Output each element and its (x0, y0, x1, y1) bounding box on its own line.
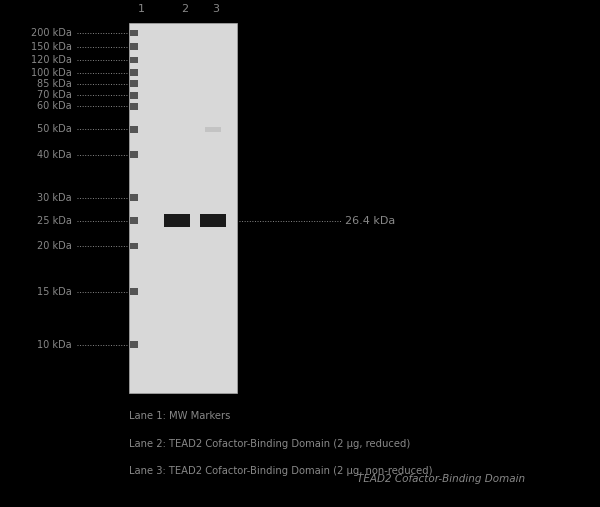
Text: 50 kDa: 50 kDa (37, 124, 72, 134)
Text: 1: 1 (137, 4, 145, 14)
Text: 20 kDa: 20 kDa (37, 241, 72, 251)
Text: 120 kDa: 120 kDa (31, 55, 72, 65)
Text: TEAD2 Cofactor-Binding Domain: TEAD2 Cofactor-Binding Domain (357, 474, 525, 484)
Text: 2: 2 (181, 4, 188, 14)
Bar (130, 56, 138, 63)
Bar (130, 342, 138, 348)
Text: 15 kDa: 15 kDa (37, 286, 72, 297)
Bar (130, 288, 138, 295)
Text: 70 kDa: 70 kDa (37, 90, 72, 100)
Text: 100 kDa: 100 kDa (31, 67, 72, 78)
Bar (130, 69, 138, 76)
Bar (205, 127, 221, 132)
Text: 85 kDa: 85 kDa (37, 79, 72, 89)
Text: 150 kDa: 150 kDa (31, 42, 72, 52)
Text: 26.4 kDa: 26.4 kDa (345, 215, 395, 226)
Text: 3: 3 (212, 4, 220, 14)
Text: Lane 3: TEAD2 Cofactor-Binding Domain (2 μg, non-reduced): Lane 3: TEAD2 Cofactor-Binding Domain (2… (129, 466, 433, 477)
Bar (130, 43, 138, 50)
Bar (130, 29, 138, 36)
Text: 10 kDa: 10 kDa (37, 340, 72, 350)
Text: 60 kDa: 60 kDa (37, 101, 72, 112)
Bar (129, 23, 237, 393)
Bar (130, 80, 138, 87)
Bar (130, 242, 138, 249)
Text: 30 kDa: 30 kDa (37, 193, 72, 203)
Bar (130, 103, 138, 110)
Bar (130, 217, 138, 224)
Text: 200 kDa: 200 kDa (31, 28, 72, 38)
Bar (130, 194, 138, 201)
Bar (200, 214, 226, 227)
Bar (130, 92, 138, 98)
Text: 25 kDa: 25 kDa (37, 215, 72, 226)
Bar (164, 214, 190, 227)
Bar (130, 151, 138, 158)
Text: Lane 1: MW Markers: Lane 1: MW Markers (129, 411, 230, 421)
Bar (130, 126, 138, 132)
Text: Lane 2: TEAD2 Cofactor-Binding Domain (2 μg, reduced): Lane 2: TEAD2 Cofactor-Binding Domain (2… (129, 439, 410, 449)
Text: 40 kDa: 40 kDa (37, 150, 72, 160)
